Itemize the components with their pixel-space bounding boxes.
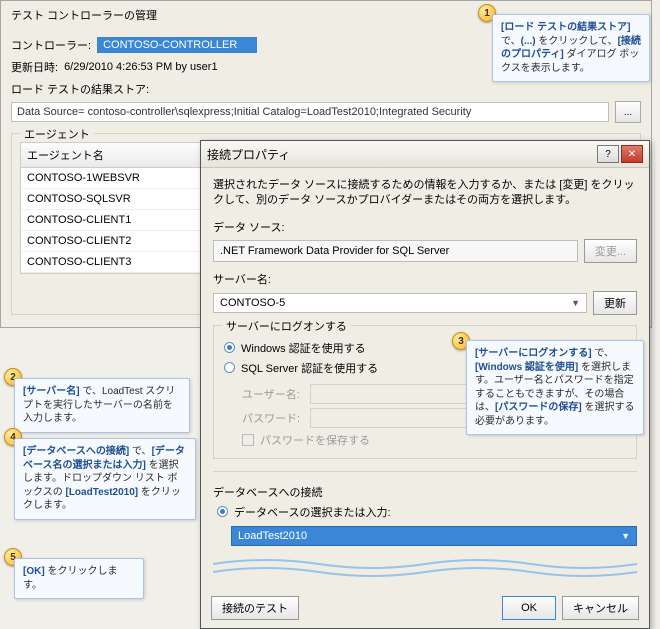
store-browse-button[interactable]: ... — [615, 101, 641, 123]
truncation-wave — [213, 556, 637, 578]
checkbox-icon — [242, 434, 254, 446]
radio-icon — [224, 342, 235, 353]
agents-legend: エージェント — [20, 126, 94, 142]
chevron-down-icon: ▼ — [621, 531, 630, 541]
database-value: LoadTest2010 — [238, 530, 307, 542]
database-dropdown[interactable]: LoadTest2010 ▼ — [231, 526, 637, 546]
radio-icon — [217, 506, 228, 517]
radio-icon — [224, 362, 235, 373]
datasource-value: .NET Framework Data Provider for SQL Ser… — [213, 240, 578, 262]
cancel-button[interactable]: キャンセル — [562, 596, 639, 620]
username-label: ユーザー名: — [242, 386, 304, 402]
ok-button[interactable]: OK — [502, 596, 556, 620]
chevron-down-icon: ▼ — [571, 298, 580, 308]
conn-titlebar: 接続プロパティ ? ✕ — [201, 141, 649, 168]
radio-db-select[interactable]: データベースの選択または入力: — [217, 504, 637, 520]
conn-title: 接続プロパティ — [207, 146, 595, 163]
save-password-label: パスワードを保存する — [260, 432, 370, 448]
radio-windows-label: Windows 認証を使用する — [241, 340, 366, 356]
radio-sql-label: SQL Server 認証を使用する — [241, 360, 378, 376]
store-label: ロード テストの結果ストア: — [11, 81, 641, 97]
conn-description: 選択されたデータ ソースに接続するための情報を入力するか、または [変更] をク… — [213, 178, 637, 209]
server-name-label: サーバー名: — [213, 271, 637, 287]
change-button[interactable]: 変更... — [584, 239, 637, 263]
updated-label: 更新日時: — [11, 59, 58, 75]
server-name-value: CONTOSO-5 — [220, 297, 285, 309]
server-name-dropdown[interactable]: CONTOSO-5 ▼ — [213, 293, 587, 313]
store-input[interactable] — [11, 102, 609, 122]
controller-value: CONTOSO-CONTROLLER — [97, 37, 257, 53]
callout-5: [OK] をクリックします。 — [14, 558, 144, 599]
refresh-button[interactable]: 更新 — [593, 291, 637, 315]
callout-1: [ロード テストの結果ストア] で、(...) をクリックして、[接続のプロパテ… — [492, 14, 650, 82]
db-radio-label: データベースの選択または入力: — [234, 504, 391, 520]
datasource-label: データ ソース: — [213, 219, 637, 235]
callout-3: [サーバーにログオンする] で、[Windows 認証を使用] を選択します。ユ… — [466, 340, 644, 435]
controller-label: コントローラー: — [11, 37, 91, 53]
close-icon[interactable]: ✕ — [621, 145, 643, 163]
callout-2: [サーバー名] で、LoadTest スクリプトを実行したサーバーの名前を入力し… — [14, 378, 190, 433]
test-connection-button[interactable]: 接続のテスト — [211, 596, 299, 620]
db-section-label: データベースへの接続 — [213, 484, 637, 500]
help-icon[interactable]: ? — [597, 145, 619, 163]
callout-4: [データベースへの接続] で、[データベース名の選択または入力] を選択します。… — [14, 438, 196, 520]
logon-legend: サーバーにログオンする — [222, 318, 351, 334]
password-label: パスワード: — [242, 410, 304, 426]
database-section: データベースへの接続 データベースの選択または入力: LoadTest2010 … — [213, 471, 637, 546]
updated-value: 6/29/2010 4:26:53 PM by user1 — [64, 61, 218, 73]
